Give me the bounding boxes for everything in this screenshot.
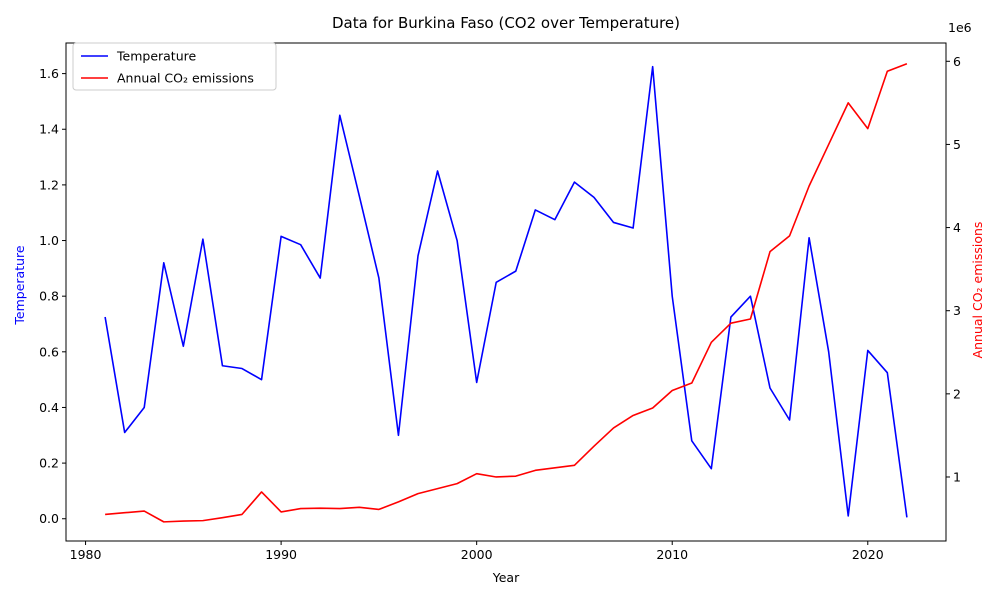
y-right-tick-label: 3 <box>953 303 961 318</box>
y-left-tick-label: 1.4 <box>39 122 59 137</box>
y-axis-left-label: Temperature <box>12 245 27 325</box>
x-tick-label: 2000 <box>461 547 493 562</box>
series-line-co2 <box>105 63 908 523</box>
y-right-tick-label: 6 <box>953 54 961 69</box>
x-tick-label: 2010 <box>656 547 688 562</box>
y-right-tick-label: 4 <box>953 220 961 235</box>
y-left-tick-label: 1.6 <box>39 66 59 81</box>
y-left-tick-label: 0.4 <box>39 400 59 415</box>
y-left-tick-label: 0.8 <box>39 289 59 304</box>
chart-title: Data for Burkina Faso (CO2 over Temperat… <box>332 14 680 32</box>
legend-box <box>72 42 277 91</box>
y-right-tick-label: 2 <box>953 386 961 401</box>
plot-border <box>65 42 947 542</box>
x-tick-label: 1980 <box>70 547 102 562</box>
plot-area <box>65 42 947 542</box>
y-right-tick-label: 5 <box>953 137 961 152</box>
x-axis: 1980 1990 2000 2010 2020 <box>70 541 884 562</box>
series-line-temperature <box>104 65 908 518</box>
y-axis-right-multiplier: 1e6 <box>948 20 972 35</box>
x-tick-label: 1990 <box>265 547 297 562</box>
y-left-tick-label: 0.6 <box>39 344 59 359</box>
legend-entry-co2: Annual CO₂ emissions <box>117 71 254 86</box>
y-axis-right-label: Annual CO₂ emissions <box>970 222 985 359</box>
y-left-tick-label: 1.2 <box>39 177 59 192</box>
legend: Temperature Annual CO₂ emissions <box>72 42 277 91</box>
series-layer <box>104 63 908 523</box>
y-left-tick-label: 0.0 <box>39 511 59 526</box>
legend-entry-temperature: Temperature <box>116 49 196 64</box>
x-tick-label: 2020 <box>852 547 884 562</box>
y-right-tick-label: 1 <box>953 469 961 484</box>
y-axis-left: 0.0 0.2 0.4 0.6 0.8 1.0 1.2 1.4 1.6 <box>39 66 66 526</box>
y-left-tick-label: 0.2 <box>39 456 59 471</box>
y-left-tick-label: 1.0 <box>39 233 59 248</box>
x-axis-label: Year <box>492 570 520 585</box>
y-axis-right: 1 2 3 4 5 6 <box>946 54 961 484</box>
